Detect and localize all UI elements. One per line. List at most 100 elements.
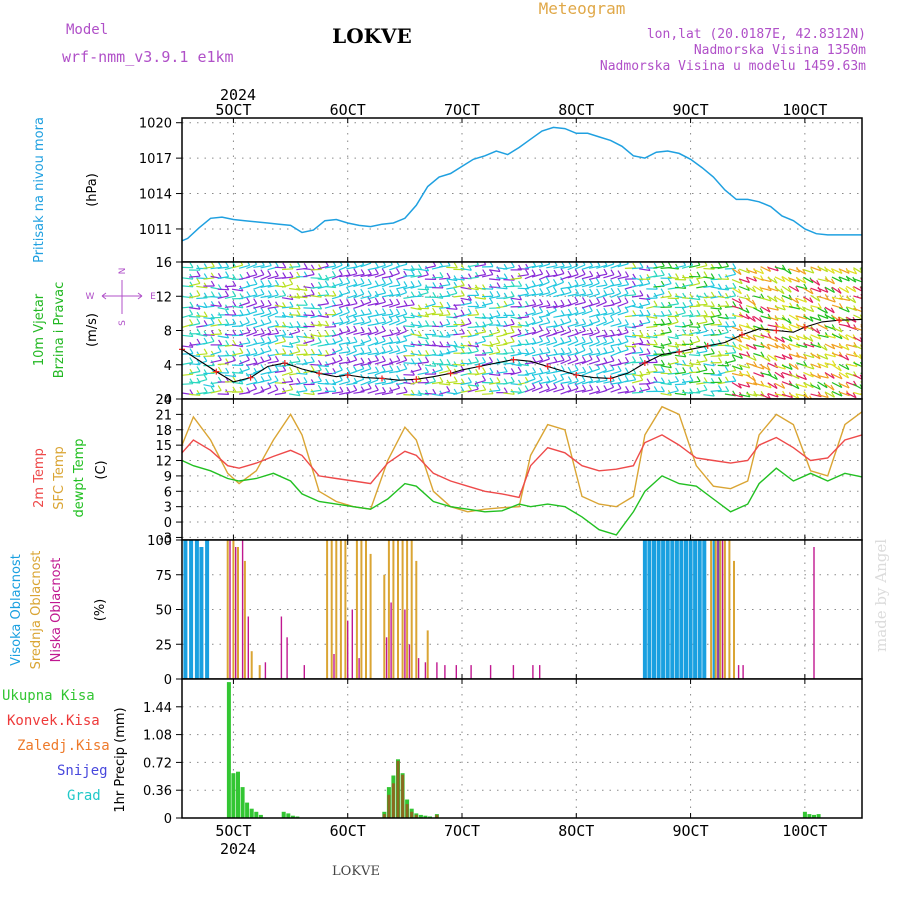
precip-conv-bar <box>396 760 400 818</box>
wind-barb-flag <box>396 288 401 295</box>
wind-barb <box>631 351 643 354</box>
wind-barb <box>289 360 301 364</box>
wind-barb <box>203 323 215 327</box>
wind-barb <box>817 266 828 273</box>
bottom-tick-label: 9OCT <box>673 822 709 840</box>
wind-barb-flag <box>474 383 479 390</box>
wind-barb <box>538 274 550 281</box>
wind-barb-flag <box>845 364 850 370</box>
wind-barb-flag <box>217 284 222 290</box>
wind-barb-flag <box>367 290 372 297</box>
wind-barb <box>281 371 293 376</box>
wind-barb <box>646 335 658 339</box>
wind-barb-flag <box>581 336 586 343</box>
wind-barb <box>845 285 857 293</box>
wind-barb-flag <box>432 349 437 355</box>
wind-barb-flag <box>653 376 658 383</box>
wind-barb-flag <box>317 337 322 343</box>
wind-barb <box>574 273 586 279</box>
wind-barb-flag <box>518 280 523 287</box>
wind-barb-flag <box>759 286 764 293</box>
wind-barb <box>660 392 672 396</box>
wind-barb-flag <box>738 298 743 304</box>
wind-ytick-label: 0 <box>164 393 172 408</box>
precip-plot-area <box>182 679 862 818</box>
wind-barb <box>188 322 201 327</box>
wind-barb-flag <box>589 262 594 267</box>
wind-barb-flag <box>725 385 730 392</box>
cloud-mid-bar <box>365 540 367 679</box>
cloud-mid-bar <box>406 540 409 679</box>
wind-barb-flag <box>510 347 515 353</box>
wind-barb <box>824 278 835 285</box>
wind-barb <box>288 331 300 336</box>
wind-barb-flag <box>346 336 351 343</box>
wind-barb-flag <box>446 301 451 308</box>
precip-total-bar <box>240 787 245 818</box>
wind-barb-flag <box>210 291 215 297</box>
wind-barb <box>517 274 529 277</box>
wind-barb <box>267 339 279 345</box>
wind-barb <box>360 295 372 299</box>
wind-barb-flag <box>482 349 487 356</box>
wind-barb-flag <box>795 297 800 304</box>
wind-barb-flag <box>346 367 351 374</box>
wind-barb-flag <box>838 276 843 283</box>
cloud-mid-bar <box>369 553 372 679</box>
wind-barb <box>796 285 808 290</box>
wind-barb <box>267 389 279 395</box>
wind-barb <box>353 378 364 384</box>
wind-barb <box>689 380 701 384</box>
wind-barb-flag <box>610 336 615 343</box>
wind-barb-flag <box>675 367 680 374</box>
wind-barb <box>738 335 750 340</box>
wind-barb <box>460 267 472 271</box>
wind-barb <box>196 285 208 289</box>
wind-barb-flag <box>496 319 501 326</box>
wind-barb-flag <box>831 360 837 366</box>
wind-barb <box>746 276 757 282</box>
wind-barb <box>560 389 572 395</box>
wind-barb-flag <box>753 390 758 397</box>
wind-barb <box>317 315 329 318</box>
wind-barb <box>381 282 393 288</box>
wind-barb-flag <box>639 290 644 296</box>
wind-barb <box>774 296 785 303</box>
wind-barb-flag <box>310 321 315 328</box>
wind-barb <box>253 265 265 268</box>
wind-barb <box>281 306 294 309</box>
wind-barb-flag <box>225 262 230 268</box>
wind-barb-flag <box>282 262 287 269</box>
wind-barb-flag <box>632 262 637 269</box>
wind-barb-flag <box>602 364 608 371</box>
wind-barb-flag <box>682 367 687 373</box>
precip-conv-bar <box>414 814 418 818</box>
cloud-mid-bar <box>410 540 413 679</box>
wind-barb-flag <box>617 318 622 324</box>
wind-barb-flag <box>439 341 444 347</box>
wind-barb-flag <box>217 366 223 373</box>
wind-barb <box>203 305 215 308</box>
bottom-tick-label: 7OCT <box>444 822 480 840</box>
wind-barb-flag <box>346 262 350 267</box>
wind-barb-flag <box>396 345 401 351</box>
wind-barb-flag <box>260 269 265 276</box>
clouds-ytick-label: 50 <box>155 604 172 619</box>
wind-barb-flag <box>310 310 315 316</box>
wind-barb-flag <box>617 328 622 335</box>
wind-barb <box>460 302 472 306</box>
wind-barb-flag <box>418 357 423 364</box>
wind-barb-flag <box>539 348 544 354</box>
wind-barb <box>781 267 792 275</box>
wind-barb-flag <box>725 360 730 367</box>
wind-barb-flag <box>267 279 272 286</box>
wind-barb-flag <box>503 366 508 373</box>
wind-barb <box>189 315 201 318</box>
wind-barb-flag <box>503 273 508 280</box>
wind-barb <box>346 341 358 345</box>
wind-barb <box>753 315 763 323</box>
wind-barb-flag <box>525 263 530 270</box>
clouds-ytick-label: 100 <box>147 534 172 549</box>
wind-barb <box>196 315 208 318</box>
